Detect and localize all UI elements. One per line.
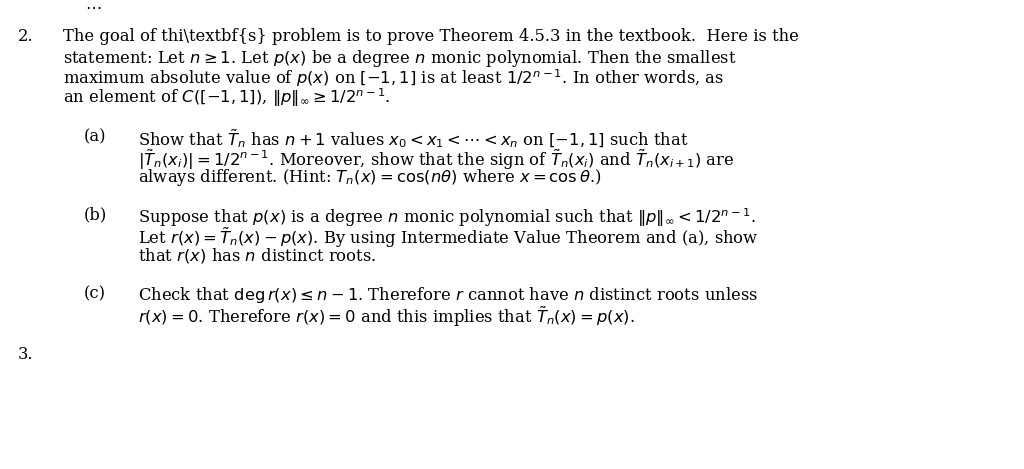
- Text: an element of $C([-1, 1])$, $\|p\|_\infty \geq 1/2^{n-1}$.: an element of $C([-1, 1])$, $\|p\|_\inft…: [63, 86, 390, 109]
- Text: (c): (c): [84, 285, 106, 302]
- Text: 2.: 2.: [18, 28, 34, 45]
- Text: (a): (a): [84, 128, 106, 145]
- Text: $r(x) = 0$. Therefore $r(x) = 0$ and this implies that $\tilde{T}_n(x) = p(x)$.: $r(x) = 0$. Therefore $r(x) = 0$ and thi…: [138, 304, 635, 329]
- Text: 3.: 3.: [18, 346, 34, 363]
- Text: The goal of thi\textbf{s} problem is to prove Theorem 4.5.3 in the textbook.  He: The goal of thi\textbf{s} problem is to …: [63, 28, 799, 45]
- Text: Show that $\tilde{T}_n$ has $n + 1$ values $x_0 < x_1 < \cdots < x_n$ on $[-1, 1: Show that $\tilde{T}_n$ has $n + 1$ valu…: [138, 128, 688, 151]
- Text: $|\tilde{T}_n(x_i)| = 1/2^{n-1}$. Moreover, show that the sign of $\tilde{T}_n(x: $|\tilde{T}_n(x_i)| = 1/2^{n-1}$. Moreov…: [138, 147, 734, 172]
- Text: statement: Let $n \geq 1$. Let $p(x)$ be a degree $n$ monic polynomial. Then the: statement: Let $n \geq 1$. Let $p(x)$ be…: [63, 47, 736, 68]
- Text: Suppose that $p(x)$ is a degree $n$ monic polynomial such that $\|p\|_\infty < 1: Suppose that $p(x)$ is a degree $n$ moni…: [138, 206, 756, 229]
- Text: Check that $\deg r(x) \leq n - 1$. Therefore $r$ cannot have $n$ distinct roots : Check that $\deg r(x) \leq n - 1$. There…: [138, 285, 758, 305]
- Text: that $r(x)$ has $n$ distinct roots.: that $r(x)$ has $n$ distinct roots.: [138, 245, 376, 265]
- Text: (b): (b): [84, 206, 108, 224]
- Text: Let $r(x) = \tilde{T}_n(x) - p(x)$. By using Intermediate Value Theorem and (a),: Let $r(x) = \tilde{T}_n(x) - p(x)$. By u…: [138, 226, 759, 250]
- Text: always different. (Hint: $T_n(x) = \cos(n\theta)$ where $x = \cos\theta$.): always different. (Hint: $T_n(x) = \cos(…: [138, 167, 601, 188]
- Text: $\cdots$: $\cdots$: [85, 0, 101, 15]
- Text: maximum absolute value of $p(x)$ on $[-1, 1]$ is at least $1/2^{n-1}$. In other : maximum absolute value of $p(x)$ on $[-1…: [63, 67, 724, 89]
